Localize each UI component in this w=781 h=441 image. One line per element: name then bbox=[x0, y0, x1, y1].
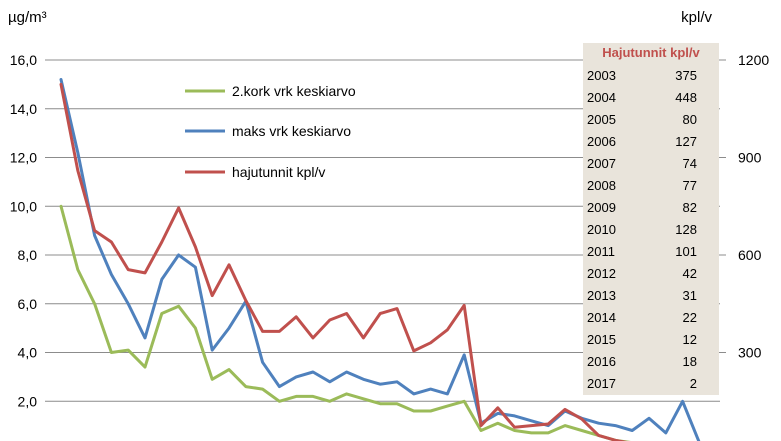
inset-value: 18 bbox=[682, 354, 697, 369]
legend-label-series-3: hajutunnit kpl/v bbox=[232, 164, 325, 180]
inset-table-row: 2013 31 bbox=[583, 285, 719, 307]
inset-value: 12 bbox=[682, 332, 697, 347]
inset-year: 2010 bbox=[587, 222, 616, 237]
inset-year: 2012 bbox=[587, 266, 616, 281]
inset-value: 127 bbox=[675, 134, 697, 149]
y-tick-label: 14,0 bbox=[10, 101, 37, 117]
inset-year: 2016 bbox=[587, 354, 616, 369]
inset-table-row: 2017 2 bbox=[583, 373, 719, 395]
series-lines bbox=[59, 78, 701, 441]
inset-table-row: 2012 42 bbox=[583, 263, 719, 285]
y2-tick-label: 600 bbox=[738, 247, 762, 263]
series-line-3 bbox=[59, 82, 628, 441]
grid-lines bbox=[45, 59, 720, 402]
y-tick-label: 8,0 bbox=[18, 247, 38, 263]
inset-year: 2013 bbox=[587, 288, 616, 303]
inset-year: 2004 bbox=[587, 90, 616, 105]
y2-tick-label: 900 bbox=[738, 150, 762, 166]
inset-value: 77 bbox=[682, 178, 697, 193]
inset-value: 22 bbox=[682, 310, 697, 325]
inset-year: 2008 bbox=[587, 178, 616, 193]
inset-value: 74 bbox=[682, 156, 697, 171]
inset-table-row: 2005 80 bbox=[583, 109, 719, 131]
inset-value: 128 bbox=[675, 222, 697, 237]
inset-table-row: 2006 127 bbox=[583, 131, 719, 153]
inset-year: 2011 bbox=[587, 244, 615, 259]
inset-value: 82 bbox=[682, 200, 697, 215]
inset-year: 2017 bbox=[587, 376, 616, 391]
inset-table-row: 2003 375 bbox=[583, 65, 719, 87]
right-axis-unit: kpl/v bbox=[681, 9, 712, 26]
y2-tick-label: 300 bbox=[738, 345, 762, 361]
inset-value: 2 bbox=[689, 376, 697, 391]
inset-table-row: 2015 12 bbox=[583, 329, 719, 351]
inset-year: 2014 bbox=[587, 310, 616, 325]
left-axis-unit: µg/m³ bbox=[8, 9, 47, 26]
inset-table-row: 2010 128 bbox=[583, 219, 719, 241]
y-tick-label: 10,0 bbox=[10, 198, 37, 214]
inset-table: Hajutunnit kpl/v 2003 375 2004 448 2005 80 200… bbox=[583, 43, 719, 395]
series-line-1 bbox=[59, 204, 631, 441]
y2-tick-label: 1200 bbox=[738, 52, 769, 68]
y-tick-label: 6,0 bbox=[18, 296, 38, 312]
inset-value: 101 bbox=[675, 244, 697, 259]
legend-label-series-1: 2.kork vrk keskiarvo bbox=[232, 83, 356, 99]
inset-year: 2006 bbox=[587, 134, 616, 149]
inset-year: 2005 bbox=[587, 112, 616, 127]
legend-label-series-2: maks vrk keskiarvo bbox=[232, 123, 351, 139]
inset-table-row: 2004 448 bbox=[583, 87, 719, 109]
inset-year: 2003 bbox=[587, 68, 616, 83]
inset-value: 31 bbox=[682, 288, 697, 303]
legend: 2.kork vrk keskiarvo maks vrk keskiarvo … bbox=[185, 83, 356, 180]
inset-table-row: 2008 77 bbox=[583, 175, 719, 197]
left-axis-ticks: 16,0 14,0 12,0 10,0 8,0 6,0 4,0 2,0 bbox=[10, 52, 37, 409]
y-tick-label: 2,0 bbox=[18, 393, 38, 409]
inset-table-row: 2011 101 bbox=[583, 241, 719, 263]
inset-table-row: 2009 82 bbox=[583, 197, 719, 219]
inset-table-title: Hajutunnit kpl/v bbox=[602, 45, 700, 60]
inset-year: 2009 bbox=[587, 200, 616, 215]
inset-year: 2007 bbox=[587, 156, 616, 171]
inset-table-row: 2007 74 bbox=[583, 153, 719, 175]
inset-table-row: 2016 18 bbox=[583, 351, 719, 373]
inset-value: 80 bbox=[682, 112, 697, 127]
y-tick-label: 12,0 bbox=[10, 150, 37, 166]
y-tick-label: 16,0 bbox=[10, 52, 37, 68]
y-tick-label: 4,0 bbox=[18, 345, 38, 361]
inset-value: 42 bbox=[682, 266, 697, 281]
series-line-2 bbox=[59, 78, 701, 441]
right-axis-ticks: 1200 900 600 300 bbox=[720, 52, 769, 361]
inset-value: 448 bbox=[675, 90, 697, 105]
inset-value: 375 bbox=[675, 68, 697, 83]
inset-year: 2015 bbox=[587, 332, 616, 347]
inset-table-row: 2014 22 bbox=[583, 307, 719, 329]
